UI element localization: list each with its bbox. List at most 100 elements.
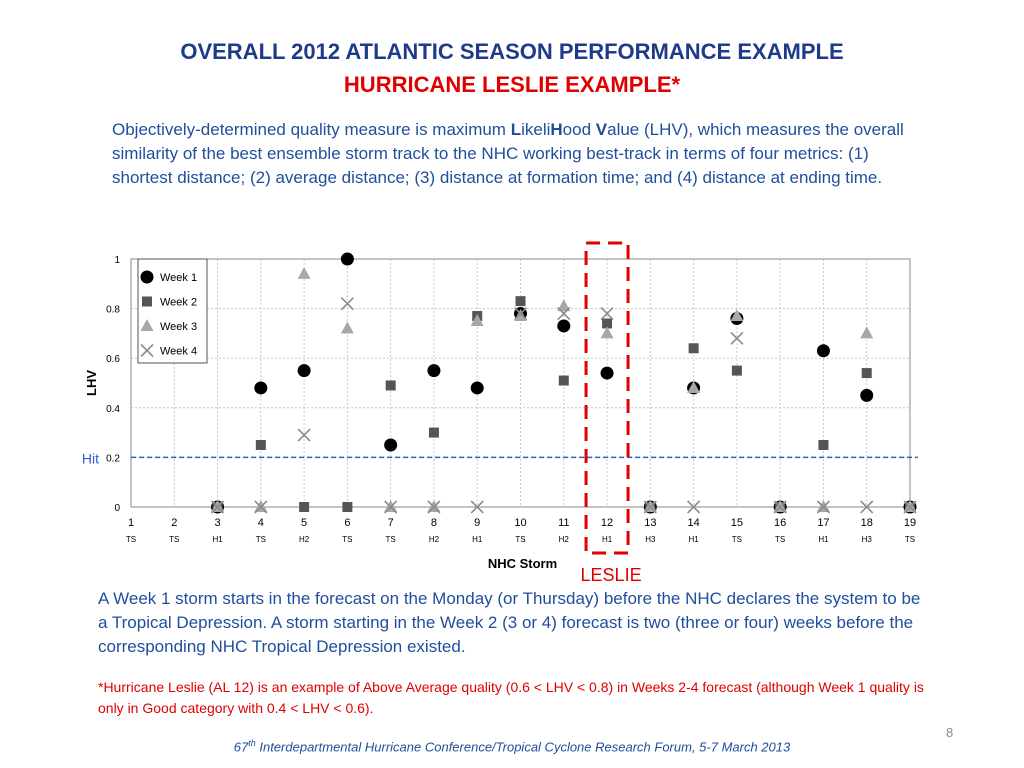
data-point	[255, 440, 266, 450]
x-category-label: H1	[472, 535, 483, 544]
x-marker-stroke	[557, 306, 571, 321]
y-axis-label: LHV	[84, 370, 99, 396]
week-explanation: A Week 1 storm starts in the forecast on…	[98, 589, 921, 656]
data-point	[860, 326, 874, 339]
y-tick-label: 0.8	[106, 305, 120, 316]
x-tick-label: 7	[388, 517, 394, 529]
chart-legend: Week 1 Week 2 Week 3 Week 4	[137, 258, 208, 364]
data-point	[687, 500, 701, 514]
data-point	[773, 500, 787, 514]
legend-label: Week 4	[160, 346, 197, 358]
data-point	[297, 364, 311, 378]
lhv-scatter-chart: Hit 00.20.40.60.81 1 2 3 4 5 6 7 8 9 10 11 12 13 14 15…	[82, 241, 918, 585]
data-point	[643, 500, 657, 514]
x-tick-label: 13	[644, 517, 656, 529]
leslie-footnote: *Hurricane Leslie (AL 12) is an example …	[98, 679, 924, 716]
x-marker-stroke	[687, 500, 701, 514]
x-category-label: TS	[386, 535, 396, 544]
leslie-label: LESLIE	[581, 565, 642, 585]
x-marker-stroke	[773, 500, 787, 514]
y-axis-ticks: 0 0.2 0.4 0.6 0.8 1	[106, 255, 120, 514]
x-category-label: TS	[342, 535, 352, 544]
intro-text-1: Objectively-determined quality measure i…	[112, 120, 511, 139]
y-tick-label: 0.2	[106, 453, 120, 464]
legend-label: Week 1	[160, 272, 197, 284]
x-category-label: H3	[645, 535, 656, 544]
x-tick-label: 18	[861, 517, 873, 529]
data-point	[557, 306, 571, 321]
conference-footer: 67th Interdepartmental Hurricane Confere…	[0, 738, 1024, 754]
data-point	[210, 500, 225, 514]
x-tick-label: 19	[904, 517, 916, 529]
x-category-label: H1	[602, 535, 613, 544]
data-point	[297, 266, 311, 279]
data-point	[600, 366, 614, 380]
data-point	[816, 500, 831, 514]
data-point	[602, 318, 613, 329]
x-marker-stroke	[384, 500, 398, 514]
data-point	[816, 344, 830, 358]
y-tick-label: 0.6	[106, 354, 120, 365]
page-number: 8	[946, 725, 954, 740]
x-tick-label: 4	[258, 517, 264, 529]
x-tick-label: 16	[774, 517, 786, 529]
data-point	[600, 326, 614, 339]
y-tick-label: 1	[114, 255, 120, 266]
series-week-4	[210, 297, 917, 514]
data-point	[903, 500, 917, 514]
x-marker-stroke	[860, 500, 874, 514]
intro-paragraph: Objectively-determined quality measure i…	[112, 118, 912, 190]
x-tick-label: 2	[171, 517, 177, 529]
x-category-label: TS	[905, 535, 915, 544]
data-point	[514, 309, 527, 322]
x-tick-label: 3	[214, 517, 220, 529]
x-tick-label: 11	[558, 517, 569, 529]
data-point	[470, 500, 484, 514]
slide-title: OVERALL 2012 ATLANTIC SEASON PERFORMANCE…	[180, 39, 844, 64]
x-tick-label: 14	[687, 517, 699, 529]
x-category-label: H2	[299, 535, 310, 544]
data-point	[340, 297, 354, 311]
plot-frame	[130, 258, 911, 508]
x-axis-label: NHC Storm	[488, 556, 557, 571]
x-marker-stroke	[210, 500, 225, 514]
x-tick-label: 15	[731, 517, 743, 529]
footer-text: Interdepartmental Hurricane Conference/T…	[255, 739, 791, 755]
data-point	[818, 440, 829, 450]
x-marker-stroke	[643, 500, 657, 514]
x-axis-categories: TS TS H1 TS H2 TS TS H2 H1 TS H2 H1 H3 H1 TS TS H1 H3 TS	[126, 535, 915, 544]
legend-label: Week 3	[160, 321, 197, 333]
data-point	[513, 306, 528, 321]
x-category-label: TS	[775, 535, 785, 544]
x-category-label: H1	[688, 535, 699, 544]
x-tick-label: 6	[344, 517, 350, 529]
data-point	[470, 381, 484, 395]
x-tick-label: 10	[514, 517, 526, 529]
y-tick-label: 0	[114, 503, 120, 514]
legend-marker	[140, 319, 154, 331]
data-point	[385, 380, 396, 391]
x-marker-stroke	[297, 428, 311, 442]
intro-bold-h: H	[550, 120, 563, 139]
hit-label: Hit	[82, 450, 99, 466]
x-marker-stroke	[470, 500, 484, 514]
x-tick-label: 12	[601, 517, 613, 529]
x-axis-ticks: 1 2 3 4 5 6 7 8 9 10 11 12 13 14 15 16 17 18 19	[128, 517, 916, 529]
x-tick-label: 1	[128, 517, 134, 529]
footer-ordinal-suffix: th	[248, 738, 256, 748]
data-point	[688, 343, 699, 354]
intro-bold-v: V	[595, 120, 608, 139]
data-point	[687, 380, 701, 393]
data-point	[384, 438, 398, 452]
data-point	[470, 314, 484, 326]
data-point	[340, 321, 354, 334]
data-point	[427, 364, 441, 378]
data-point	[342, 502, 353, 512]
data-point	[515, 296, 526, 307]
data-point	[254, 381, 268, 395]
x-marker-stroke	[903, 500, 917, 514]
x-category-label: TS	[732, 535, 742, 544]
data-point	[254, 500, 268, 514]
data-point	[860, 500, 874, 514]
intro-text-2: ikeli	[521, 120, 551, 139]
